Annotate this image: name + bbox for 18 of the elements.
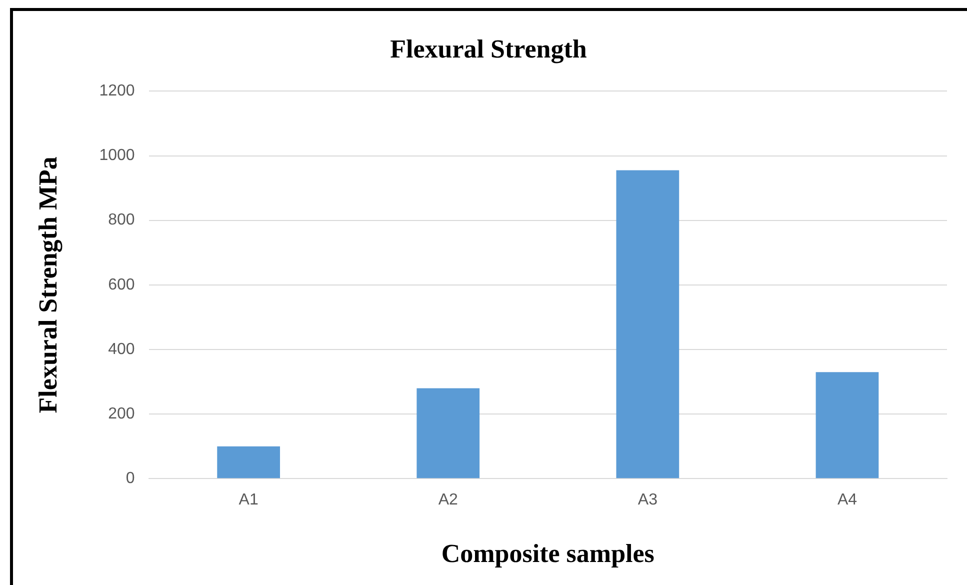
- y-tick-label: 800: [108, 212, 135, 229]
- bar: [416, 388, 480, 478]
- bar: [816, 372, 879, 478]
- y-axis-title: Flexural Strength MPa: [33, 156, 62, 414]
- y-tick-label: 400: [108, 340, 135, 358]
- x-axis-title: Composite samples: [441, 539, 654, 568]
- bar: [616, 170, 680, 478]
- y-tick-label: 1000: [99, 147, 135, 164]
- chart-title: Flexural Strength: [390, 34, 588, 64]
- x-tick-label: A3: [638, 492, 658, 509]
- y-tick-label: 0: [126, 470, 135, 488]
- bar: [217, 446, 280, 478]
- x-tick-label: A4: [837, 492, 858, 509]
- x-tick-label: A2: [438, 492, 458, 509]
- y-tick-label: 1200: [99, 82, 135, 100]
- y-tick-label: 600: [108, 276, 135, 294]
- y-tick-label: 200: [108, 405, 135, 422]
- x-tick-label: A1: [238, 492, 258, 509]
